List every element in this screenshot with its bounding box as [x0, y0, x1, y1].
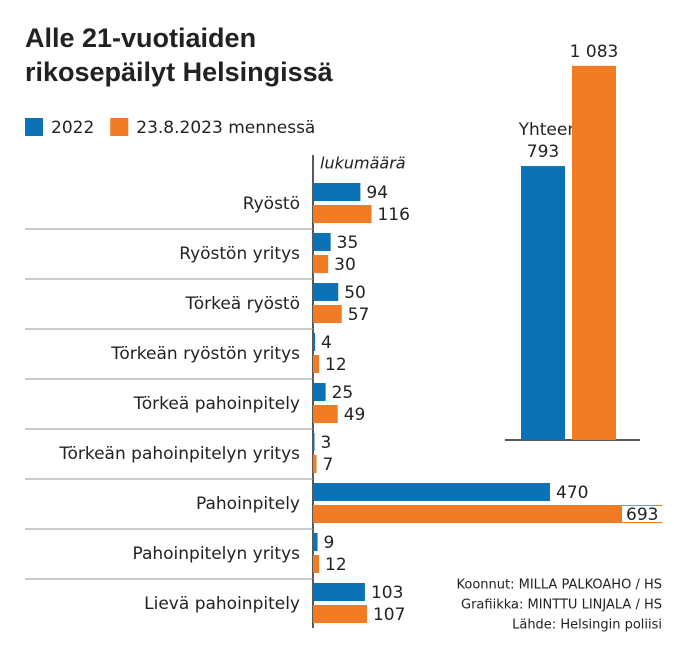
source-note: Lähde: Helsingin poliisi [512, 618, 662, 633]
category-label: Törkeä pahoinpitely [133, 394, 300, 414]
category-label: Pahoinpitelyn yritys [132, 544, 300, 564]
category-label: Törkeän ryöstön yritys [110, 344, 300, 364]
value-label: 103 [371, 583, 403, 603]
category-label: Törkeä ryöstö [185, 294, 300, 314]
legend-swatch [25, 118, 43, 136]
value-label: 35 [337, 233, 359, 253]
value-label: 30 [334, 255, 356, 275]
bar [313, 433, 315, 451]
value-label: 1 083 [570, 42, 619, 62]
chart-title: rikosepäilyt Helsingissä [25, 57, 334, 87]
bar [313, 505, 663, 523]
bar [313, 205, 372, 223]
axis-label: lukumäärä [320, 154, 406, 173]
value-label: 116 [377, 205, 409, 225]
legend-label: 2022 [51, 118, 94, 138]
bar [313, 183, 361, 201]
bar [313, 555, 320, 573]
bar [313, 405, 338, 423]
bar [313, 255, 329, 273]
bar [313, 455, 317, 473]
value-label: 49 [344, 405, 366, 425]
bar [313, 533, 318, 551]
bar [313, 583, 365, 601]
legend-label: 23.8.2023 mennessä [136, 118, 315, 138]
bar [313, 333, 316, 351]
category-label: Ryöstön yritys [179, 244, 300, 264]
bar [313, 283, 339, 301]
bar [313, 483, 551, 501]
value-label: 12 [325, 355, 347, 375]
value-label: 793 [527, 142, 559, 162]
legend-swatch [110, 118, 129, 136]
category-label: Pahoinpitely [196, 494, 300, 514]
category-label: Törkeän pahoinpitelyn yritys [58, 444, 300, 464]
value-label: 3 [321, 433, 332, 453]
bar [572, 65, 616, 440]
value-label: 57 [348, 305, 370, 325]
bar [313, 305, 342, 323]
bar [313, 605, 367, 623]
value-label: 50 [344, 283, 366, 303]
label-background [622, 506, 663, 522]
source-note: Koonnut: MILLA PALKOAHO / HS [456, 578, 662, 593]
chart-title: Alle 21-vuotiaiden [25, 23, 256, 53]
bar [521, 166, 565, 440]
value-label: 25 [332, 383, 354, 403]
value-label: 94 [366, 183, 388, 203]
category-label: Ryöstö [243, 194, 300, 214]
bar [313, 233, 331, 251]
value-label: 470 [556, 483, 588, 503]
category-label: Lievä pahoinpitely [144, 594, 300, 614]
value-label: 107 [373, 605, 405, 625]
value-label: 12 [325, 555, 347, 575]
value-label: 4 [321, 333, 332, 353]
value-label: 693 [626, 505, 658, 525]
value-label: 9 [324, 533, 335, 553]
bar [313, 355, 320, 373]
bar [313, 383, 326, 401]
source-note: Grafiikka: MINTTU LINJALA / HS [461, 598, 662, 613]
value-label: 7 [323, 455, 334, 475]
